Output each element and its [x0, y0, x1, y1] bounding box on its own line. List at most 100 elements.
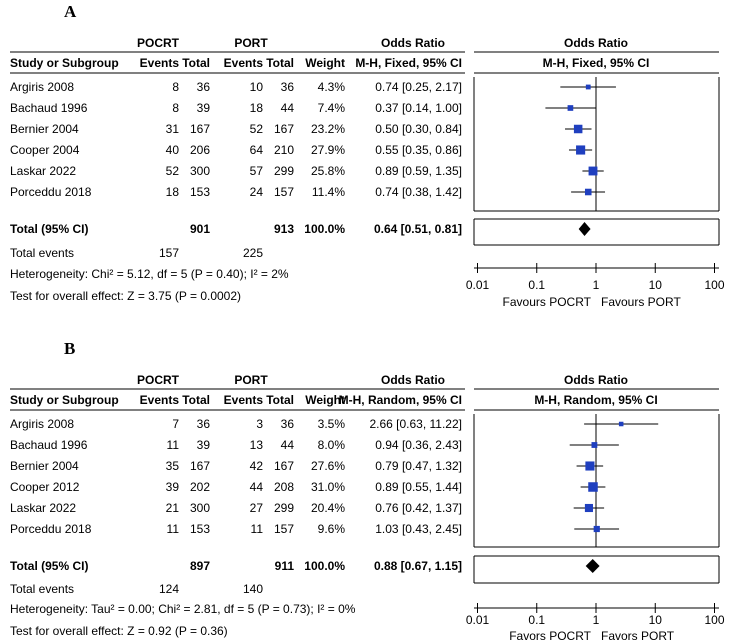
- study-marker: [573, 124, 583, 134]
- total-n-pocrt: 901: [190, 222, 210, 236]
- events-pocrt: 7: [172, 417, 179, 431]
- column-header-method: M-H, Random, 95% CI: [339, 393, 462, 407]
- study-name: Porceddu 2018: [10, 522, 92, 536]
- total-port: 157: [274, 185, 294, 199]
- total-pocrt: 153: [190, 522, 210, 536]
- total-pocrt: 39: [197, 438, 211, 452]
- column-header-study: Study or Subgroup: [10, 393, 119, 407]
- events-port: 42: [250, 459, 264, 473]
- odds-ratio-ci: 0.37 [0.14, 1.00]: [375, 101, 462, 115]
- heterogeneity-stats: Heterogeneity: Tau² = 0.00; Chi² = 2.81,…: [10, 602, 356, 616]
- x-axis-tick-label: 10: [649, 278, 663, 292]
- events-port: 10: [250, 80, 264, 94]
- column-header-total-pocrt: Total: [182, 393, 210, 407]
- column-header-odds-ratio-plot: Odds Ratio: [564, 373, 628, 387]
- total-n-pocrt: 897: [190, 559, 210, 573]
- study-weight: 11.4%: [312, 185, 345, 199]
- group-header-port: PORT: [234, 373, 268, 387]
- total-weight: 100.0%: [304, 222, 345, 236]
- overall-effect-test: Test for overall effect: Z = 3.75 (P = 0…: [10, 289, 241, 303]
- x-axis-tick-label: 100: [704, 613, 724, 627]
- total-pocrt: 167: [190, 122, 210, 136]
- odds-ratio-ci: 0.74 [0.38, 1.42]: [375, 185, 462, 199]
- column-header-events-port: Events: [224, 393, 264, 407]
- total-port: 210: [274, 143, 294, 157]
- events-pocrt: 52: [166, 164, 180, 178]
- heterogeneity-stats: Heterogeneity: Chi² = 5.12, df = 5 (P = …: [10, 267, 289, 281]
- total-pocrt: 36: [197, 417, 211, 431]
- column-header-method-plot: M-H, Fixed, 95% CI: [543, 56, 650, 70]
- study-weight: 27.9%: [311, 143, 345, 157]
- events-pocrt: 18: [166, 185, 180, 199]
- study-marker: [585, 461, 595, 471]
- total-weight: 100.0%: [304, 559, 345, 573]
- x-axis-tick-label: 0.01: [466, 278, 490, 292]
- x-axis-tick-label: 10: [649, 613, 663, 627]
- study-name: Cooper 2004: [10, 143, 80, 157]
- total-port: 299: [274, 164, 294, 178]
- panel-letter: B: [64, 339, 75, 358]
- odds-ratio-ci: 0.50 [0.30, 0.84]: [375, 122, 462, 136]
- odds-ratio-ci: 0.55 [0.35, 0.86]: [375, 143, 462, 157]
- favours-right-label: Favors PORT: [601, 629, 675, 643]
- favours-left-label: Favours POCRT: [503, 295, 592, 309]
- total-pocrt: 36: [197, 80, 211, 94]
- total-port: 44: [281, 438, 295, 452]
- events-pocrt: 35: [166, 459, 180, 473]
- odds-ratio-ci: 0.94 [0.36, 2.43]: [375, 438, 462, 452]
- column-header-study: Study or Subgroup: [10, 56, 119, 70]
- x-axis-tick-label: 1: [593, 613, 600, 627]
- total-label: Total (95% CI): [10, 559, 88, 573]
- study-name: Bernier 2004: [10, 459, 79, 473]
- events-pocrt: 39: [166, 480, 180, 494]
- events-port: 64: [250, 143, 264, 157]
- study-name: Cooper 2012: [10, 480, 80, 494]
- total-odds-ratio-ci: 0.64 [0.51, 0.81]: [374, 222, 462, 236]
- total-pocrt: 300: [190, 164, 210, 178]
- column-header-total-port: Total: [266, 56, 294, 70]
- study-name: Argiris 2008: [10, 80, 74, 94]
- events-pocrt: 31: [166, 122, 180, 136]
- x-axis-tick-label: 0.01: [466, 613, 490, 627]
- group-header-port: PORT: [234, 36, 268, 50]
- odds-ratio-ci: 0.74 [0.25, 2.17]: [375, 80, 462, 94]
- favours-left-label: Favors POCRT: [509, 629, 591, 643]
- column-header-odds-ratio-plot: Odds Ratio: [564, 36, 628, 50]
- group-header-pocrt: POCRT: [137, 36, 180, 50]
- study-name: Porceddu 2018: [10, 185, 92, 199]
- column-header-total-pocrt: Total: [182, 56, 210, 70]
- study-weight: 23.2%: [311, 122, 345, 136]
- study-name: Laskar 2022: [10, 501, 76, 515]
- column-header-total-port: Total: [266, 393, 294, 407]
- total-pocrt: 39: [197, 101, 211, 115]
- pooled-diamond: [578, 222, 591, 236]
- study-weight: 3.5%: [318, 417, 346, 431]
- study-weight: 31.0%: [311, 480, 345, 494]
- study-marker: [584, 503, 593, 513]
- group-header-pocrt: POCRT: [137, 373, 180, 387]
- odds-ratio-ci: 2.66 [0.63, 11.22]: [369, 417, 462, 431]
- column-header-method-plot: M-H, Random, 95% CI: [534, 393, 657, 407]
- total-events-port: 225: [243, 246, 263, 260]
- events-port: 11: [251, 522, 264, 536]
- events-pocrt: 8: [172, 101, 179, 115]
- overall-effect-test: Test for overall effect: Z = 0.92 (P = 0…: [10, 624, 228, 638]
- study-weight: 9.6%: [318, 522, 346, 536]
- total-odds-ratio-ci: 0.88 [0.67, 1.15]: [374, 559, 462, 573]
- total-pocrt: 300: [190, 501, 210, 515]
- favours-right-label: Favours PORT: [601, 295, 681, 309]
- column-header-events-port: Events: [224, 56, 264, 70]
- study-weight: 27.6%: [311, 459, 345, 473]
- column-header-odds-ratio: Odds Ratio: [381, 36, 445, 50]
- study-name: Bachaud 1996: [10, 438, 88, 452]
- events-port: 18: [250, 101, 264, 115]
- odds-ratio-ci: 0.89 [0.55, 1.44]: [375, 480, 462, 494]
- column-header-events-pocrt: Events: [140, 56, 180, 70]
- total-pocrt: 206: [190, 143, 210, 157]
- column-header-events-pocrt: Events: [140, 393, 180, 407]
- total-pocrt: 153: [190, 185, 210, 199]
- total-pocrt: 167: [190, 459, 210, 473]
- study-name: Argiris 2008: [10, 417, 74, 431]
- study-weight: 8.0%: [318, 438, 346, 452]
